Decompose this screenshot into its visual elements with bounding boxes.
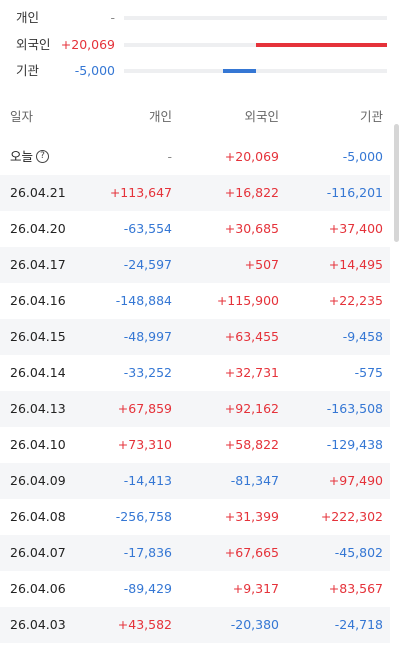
value-cell: -116,201 [326, 185, 383, 200]
value-cell: -24,597 [123, 257, 172, 272]
value-cell: -14,413 [123, 473, 172, 488]
value-cell: -89,429 [123, 581, 172, 596]
date-cell: 26.04.08 [10, 509, 66, 524]
table-row: 26.04.15 -48,997 +63,455 -9,458 [0, 319, 390, 355]
date-cell: 26.04.07 [10, 545, 66, 560]
value-cell: +31,399 [224, 509, 279, 524]
value-cell: -5,000 [342, 149, 383, 164]
date-cell: 26.04.09 [10, 473, 66, 488]
date-cell: 26.04.03 [10, 617, 66, 632]
value-cell: +83,567 [328, 581, 383, 596]
table-row: 26.04.09 -14,413 -81,347 +97,490 [0, 463, 390, 499]
value-cell: +9,317 [232, 581, 279, 596]
value-cell: +20,069 [224, 149, 279, 164]
table-row: 26.04.07 -17,836 +67,665 -45,802 [0, 535, 390, 571]
summary-bar [256, 43, 387, 47]
value-cell: +73,310 [117, 437, 172, 452]
value-cell: -148,884 [115, 293, 172, 308]
value-cell: -163,508 [326, 401, 383, 416]
value-cell: - [167, 149, 172, 164]
date-cell: 26.04.20 [10, 221, 66, 236]
summary-label: 개인 [16, 10, 40, 25]
value-cell: -33,252 [123, 365, 172, 380]
table-row: 오늘 - +20,069 -5,000? [0, 139, 390, 175]
value-cell: +32,731 [224, 365, 279, 380]
table-row: 26.04.20 -63,554 +30,685 +37,400 [0, 211, 390, 247]
date-cell: 26.04.17 [10, 257, 66, 272]
table-row: 26.04.10 +73,310 +58,822 -129,438 [0, 427, 390, 463]
value-cell: +113,647 [109, 185, 172, 200]
table-row: 26.04.06 -89,429 +9,317 +83,567 [0, 571, 390, 607]
table-row: 26.04.17 -24,597 +507 +14,495 [0, 247, 390, 283]
header-cell: 기관 [359, 109, 383, 124]
bar-track [124, 16, 387, 20]
value-cell: +507 [244, 257, 279, 272]
value-cell: +37,400 [328, 221, 383, 236]
value-cell: -48,997 [123, 329, 172, 344]
date-cell: 26.04.06 [10, 581, 66, 596]
value-cell: -63,554 [123, 221, 172, 236]
info-icon: ? [36, 150, 49, 163]
value-cell: +16,822 [224, 185, 279, 200]
value-cell: +67,665 [224, 545, 279, 560]
table-row: 26.04.13 +67,859 +92,162 -163,508 [0, 391, 390, 427]
value-cell: -20,380 [230, 617, 279, 632]
table-row: 26.04.08 -256,758 +31,399 +222,302 [0, 499, 390, 535]
value-cell: +43,582 [117, 617, 172, 632]
value-cell: -256,758 [115, 509, 172, 524]
value-cell: -9,458 [342, 329, 383, 344]
header-cell: 일자 [10, 109, 34, 124]
value-cell: -17,836 [123, 545, 172, 560]
value-cell: +63,455 [224, 329, 279, 344]
value-cell: -81,347 [230, 473, 279, 488]
scrollbar-thumb [394, 124, 399, 242]
table-row: 26.04.16 -148,884 +115,900 +22,235 [0, 283, 390, 319]
table-row: 26.04.21 +113,647 +16,822 -116,201 [0, 175, 390, 211]
summary-value: +20,069 [60, 37, 115, 52]
value-cell: +58,822 [224, 437, 279, 452]
date-cell: 26.04.14 [10, 365, 66, 380]
date-cell: 오늘 [10, 149, 34, 164]
summary-bar [223, 69, 256, 73]
value-cell: +14,495 [328, 257, 383, 272]
value-cell: +115,900 [216, 293, 279, 308]
value-cell: -129,438 [326, 437, 383, 452]
value-cell: +30,685 [224, 221, 279, 236]
header-cell: 개인 [148, 109, 172, 124]
table-row: 26.04.14 -33,252 +32,731 -575 [0, 355, 390, 391]
value-cell: +22,235 [328, 293, 383, 308]
date-cell: 26.04.10 [10, 437, 66, 452]
value-cell: +67,859 [117, 401, 172, 416]
bar-track [124, 43, 387, 47]
value-cell: +97,490 [328, 473, 383, 488]
value-cell: +222,302 [320, 509, 383, 524]
summary-value: -5,000 [74, 63, 115, 78]
date-cell: 26.04.16 [10, 293, 66, 308]
header-cell: 외국인 [244, 109, 279, 124]
value-cell: +92,162 [224, 401, 279, 416]
date-cell: 26.04.13 [10, 401, 66, 416]
value-cell: -24,718 [334, 617, 383, 632]
value-cell: -575 [354, 365, 383, 380]
table-row: 26.04.03 +43,582 -20,380 -24,718 [0, 607, 390, 643]
date-cell: 26.04.15 [10, 329, 66, 344]
summary-label: 외국인 [16, 37, 51, 52]
value-cell: -45,802 [334, 545, 383, 560]
summary-value: - [110, 10, 115, 25]
date-cell: 26.04.21 [10, 185, 66, 200]
summary-label: 기관 [16, 63, 40, 78]
